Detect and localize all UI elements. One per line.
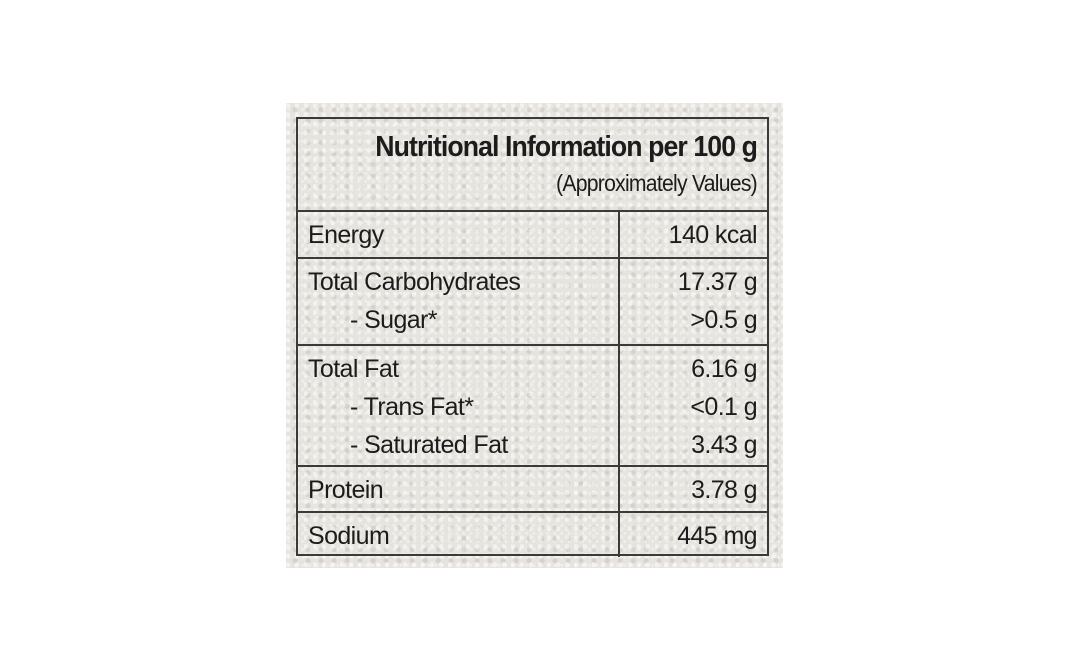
label-cell: Total Carbohydrates - Sugar* [298, 259, 620, 344]
label-cell: Sodium [298, 513, 620, 557]
label-cell: Protein [298, 467, 620, 511]
row-group: Energy 140 kcal [298, 212, 767, 259]
table-header: Nutritional Information per 100 g (Appro… [298, 119, 767, 212]
nutrient-amount: >0.5 g [690, 306, 757, 334]
value-cell: 3.78 g [620, 467, 767, 511]
nutrient-name: Total Fat [308, 355, 399, 383]
value-cell: 17.37 g >0.5 g [620, 259, 767, 344]
nutrient-name: Sodium [308, 522, 390, 550]
nutrient-name: Energy [308, 221, 384, 249]
subtitle: (Approximately Values) [556, 170, 758, 196]
nutrient-amount: 6.16 g [691, 355, 758, 383]
title: Nutritional Information per 100 g [375, 131, 758, 163]
nutrient-name: - Sugar* [350, 306, 438, 334]
row-group: Total Carbohydrates - Sugar* 17.37 g >0.5 g [298, 259, 767, 346]
value-cell: 6.16 g <0.1 g 3.43 g [620, 346, 767, 465]
nutrient-name: Total Carbohydrates [308, 268, 521, 296]
nutrient-amount: 140 kcal [668, 221, 758, 249]
value-cell: 140 kcal [620, 212, 767, 257]
label-cell: Energy [298, 212, 620, 257]
nutrient-amount: <0.1 g [690, 393, 757, 421]
row-group: Total Fat - Trans Fat* - Saturated Fat 6.16… [298, 346, 767, 467]
nutrient-amount: 445 mg [677, 522, 757, 550]
nutrient-amount: 3.43 g [691, 431, 758, 459]
value-cell: 445 mg [620, 513, 767, 557]
row-group: Sodium 445 mg [298, 513, 767, 557]
nutrient-amount: 3.78 g [691, 476, 758, 504]
nutrient-name: - Trans Fat* [350, 393, 474, 421]
table-body: Energy 140 kcal Total Carbohydrates - Sugar… [298, 212, 767, 557]
label-panel: Nutritional Information per 100 g (Appro… [286, 103, 783, 568]
nutrient-amount: 17.37 g [677, 268, 758, 296]
nutrient-name: - Saturated Fat [350, 431, 508, 459]
nutrition-table: Nutritional Information per 100 g (Appro… [296, 117, 769, 557]
label-cell: Total Fat - Trans Fat* - Saturated Fat [298, 346, 620, 465]
nutrient-name: Protein [308, 476, 384, 504]
row-group: Protein 3.78 g [298, 467, 767, 513]
